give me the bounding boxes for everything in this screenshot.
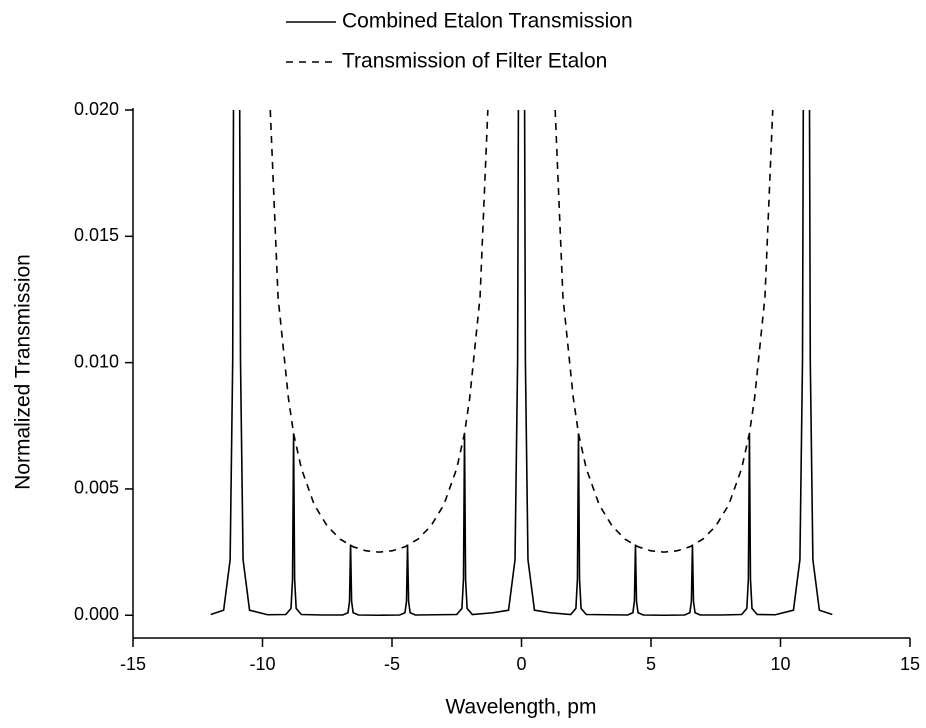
x-tick-label: -15 xyxy=(120,654,146,674)
y-tick-label: 0.000 xyxy=(74,604,119,624)
x-tick-label: 5 xyxy=(646,654,656,674)
x-tick-label: 15 xyxy=(900,654,920,674)
series-line xyxy=(210,109,235,616)
y-axis-title: Normalized Transmission xyxy=(12,254,35,490)
y-tick-label: 0.015 xyxy=(74,225,119,245)
x-axis-title: Wavelength, pm xyxy=(446,696,597,719)
x-tick-label: 0 xyxy=(516,654,526,674)
y-tick-label: 0.005 xyxy=(74,478,119,498)
series-line xyxy=(808,109,833,616)
y-tick-label: 0.010 xyxy=(74,351,119,371)
x-tick-label: -10 xyxy=(249,654,275,674)
series-line xyxy=(269,109,489,553)
series-line xyxy=(523,109,805,617)
x-tick-label: 10 xyxy=(770,654,790,674)
legend-label: Combined Etalon Transmission xyxy=(342,10,633,33)
series-line xyxy=(238,109,520,617)
series-line xyxy=(554,109,774,553)
y-tick-label: 0.020 xyxy=(74,99,119,119)
legend-label: Transmission of Filter Etalon xyxy=(342,50,607,73)
x-tick-label: -5 xyxy=(384,654,400,674)
